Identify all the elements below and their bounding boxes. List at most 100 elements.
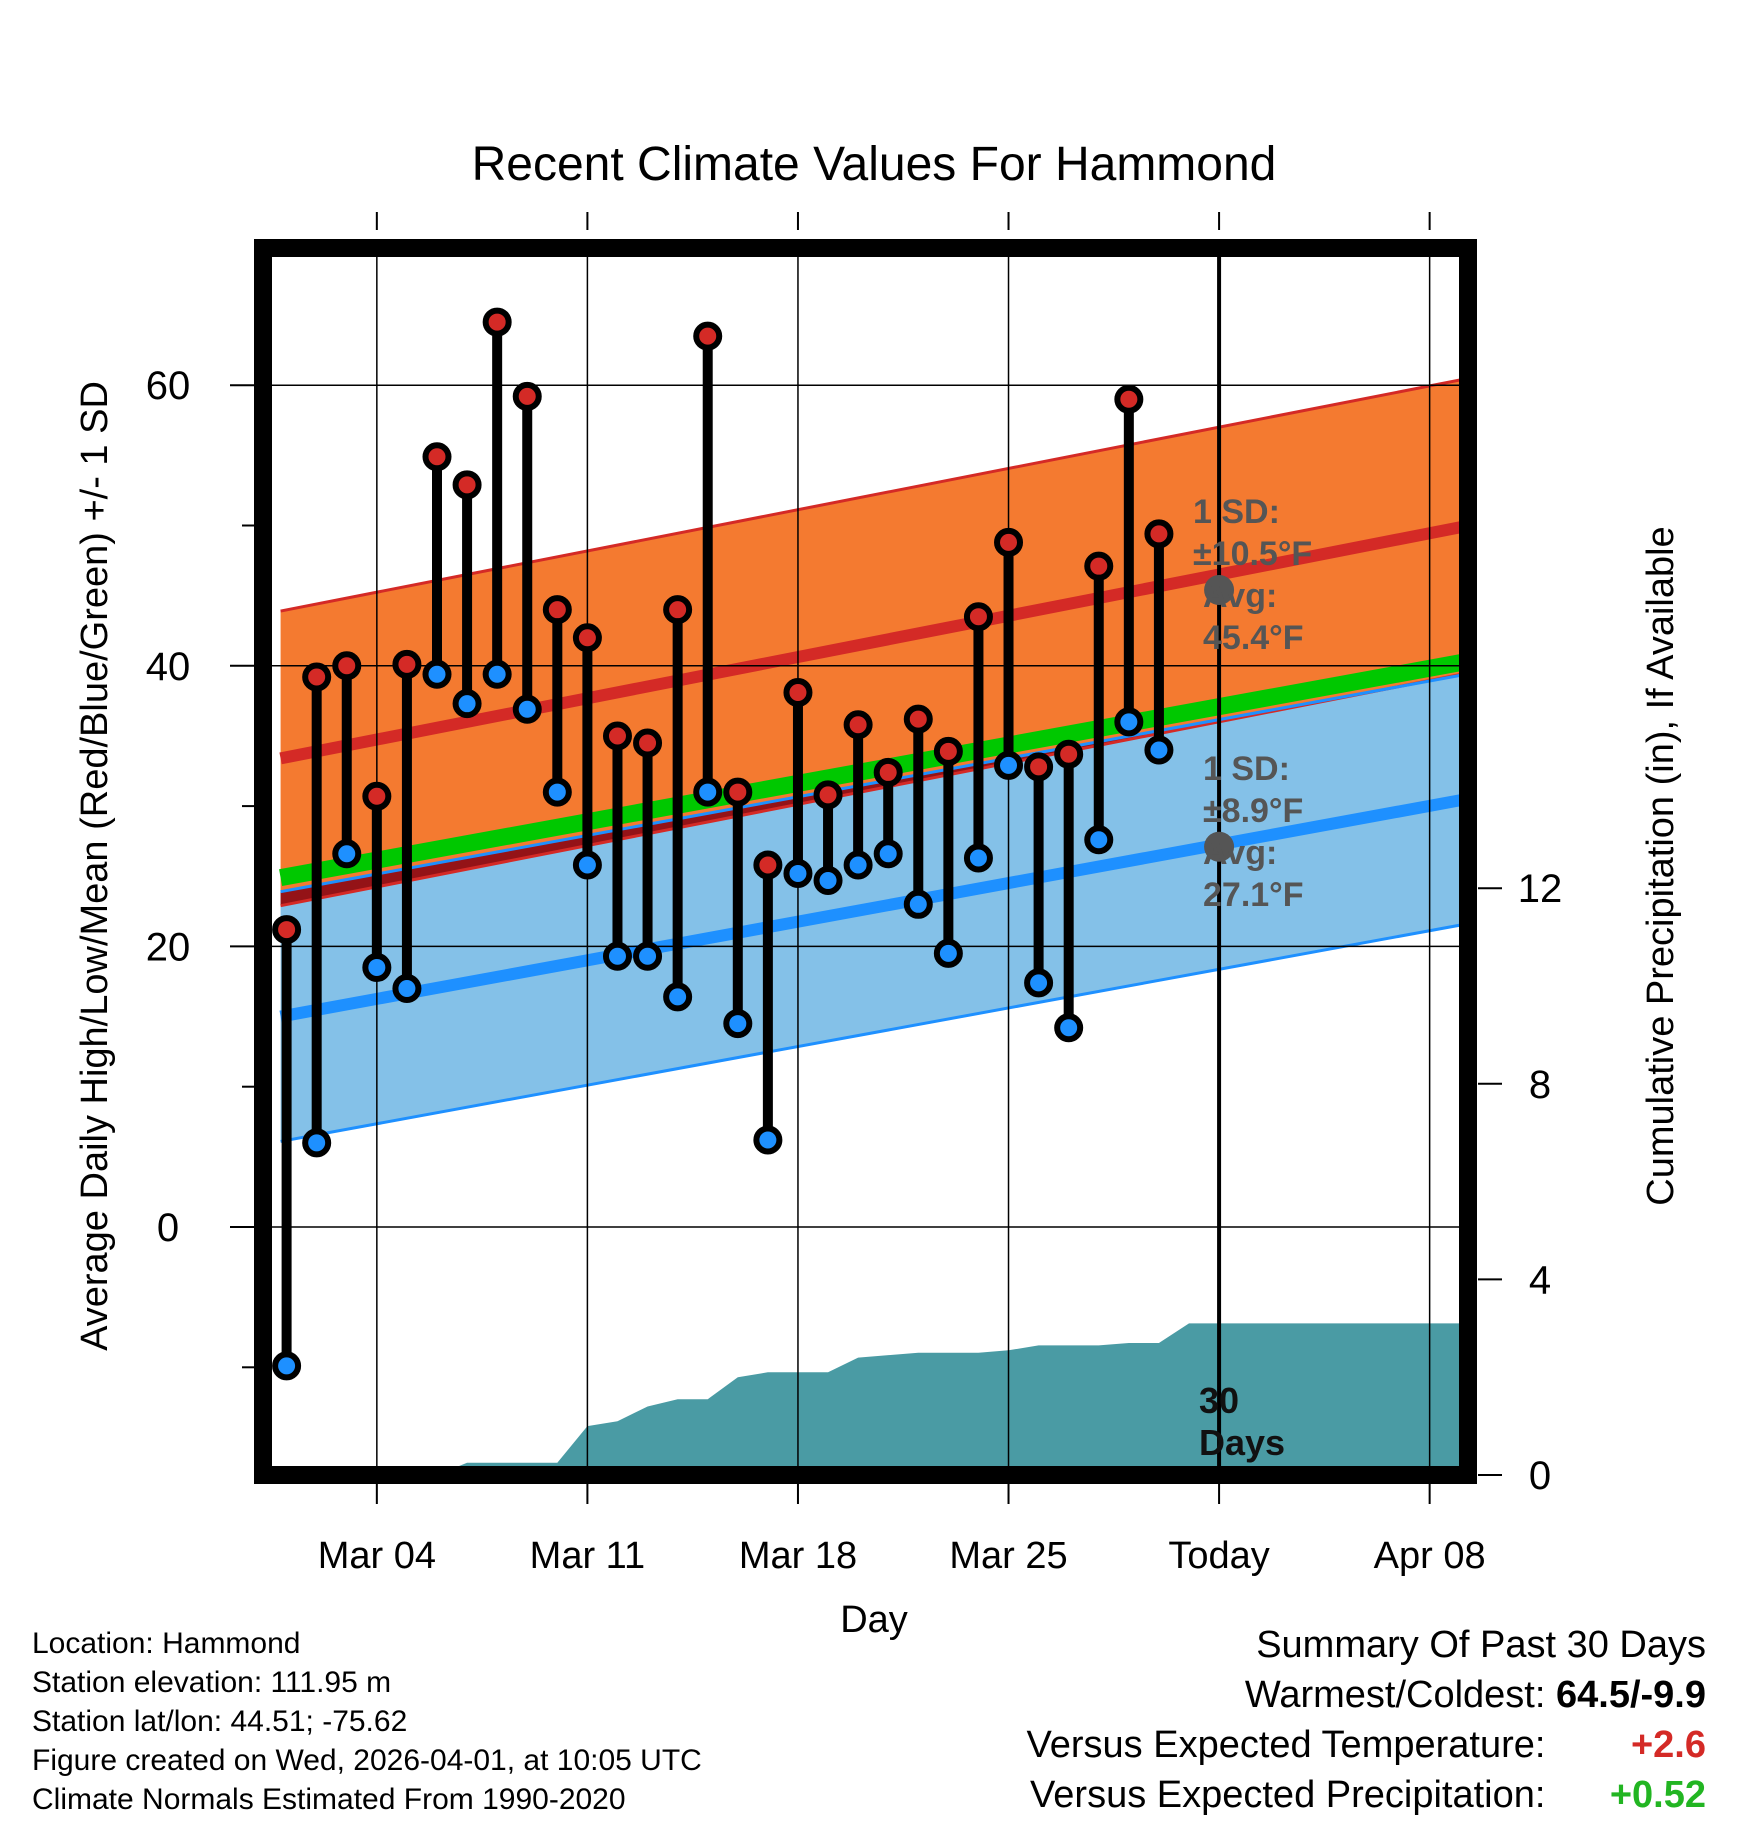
daily-low-point (482, 659, 512, 689)
daily-high-point (933, 736, 963, 766)
daily-low-point (723, 1009, 753, 1039)
daily-high-point (272, 915, 302, 945)
daily-high-point (1084, 551, 1114, 581)
daily-high-point (602, 721, 632, 751)
low-sd-label: 1 SD: (1203, 750, 1290, 788)
daily-high-point (572, 623, 602, 653)
daily-low-point (422, 659, 452, 689)
daily-low-point (1084, 825, 1114, 855)
daily-high-point (843, 710, 873, 740)
today-normal-high-marker (1204, 575, 1235, 606)
low-avg-label: Avg: (1203, 834, 1277, 872)
x-tick-label: Mar 04 (318, 1535, 436, 1577)
daily-low-point (994, 750, 1024, 780)
plot-area: 1 SD: ±10.5°F Avg: 45.4°F 1 SD: ±8.9°F Avg: 27.… (263, 248, 1468, 1475)
daily-high-point (512, 381, 542, 411)
daily-high-point (963, 602, 993, 632)
y-tick-label-right: 4 (1529, 1258, 1551, 1302)
daily-high-point (362, 781, 392, 811)
daily-low-point (663, 982, 693, 1012)
latlon-text: Station lat/lon: 44.51; -75.62 (32, 1705, 408, 1738)
daily-low-point (903, 889, 933, 919)
daily-high-point (873, 757, 903, 787)
daily-high-point (753, 850, 783, 880)
daily-high-point (994, 527, 1024, 557)
summary-panel: Summary Of Past 30 Days Warmest/Coldest:… (1027, 1620, 1706, 1820)
daily-low-point (933, 938, 963, 968)
daily-high-point (422, 442, 452, 472)
daily-low-point (843, 850, 873, 880)
low-sd-value: ±8.9°F (1203, 792, 1303, 830)
daily-low-point (572, 850, 602, 880)
daily-high-point (392, 649, 422, 679)
daily-low-point (452, 689, 482, 719)
summary-temp-row: Versus Expected Temperature: +2.6 (1027, 1720, 1706, 1770)
window-days-label: Days (1199, 1422, 1285, 1463)
daily-low-point (602, 941, 632, 971)
daily-low-point (873, 839, 903, 869)
high-sd-label: 1 SD: (1193, 493, 1280, 531)
high-sd-value: ±10.5°F (1193, 535, 1312, 573)
low-avg-value: 27.1°F (1203, 876, 1304, 914)
y-tick-label-right: 8 (1529, 1063, 1551, 1107)
daily-high-point (1114, 384, 1144, 414)
daily-low-point (1054, 1013, 1084, 1043)
daily-high-point (542, 595, 572, 625)
daily-low-point (272, 1351, 302, 1381)
daily-low-point (1114, 707, 1144, 737)
x-tick-label: Apr 08 (1374, 1535, 1486, 1577)
x-tick-label: Mar 11 (530, 1535, 645, 1577)
daily-high-point (813, 780, 843, 810)
daily-high-point (1024, 752, 1054, 782)
daily-low-point (392, 973, 422, 1003)
daily-high-point (663, 595, 693, 625)
high-avg-label: Avg: (1203, 577, 1277, 615)
daily-low-point (302, 1128, 332, 1158)
daily-low-point (963, 843, 993, 873)
y-axis-label-left: Average Daily High/Low/Mean (Red/Blue/Gr… (74, 381, 116, 1351)
high-avg-value: 45.4°F (1203, 619, 1304, 657)
temp-label: Versus Expected Temperature: (1026, 1724, 1546, 1766)
summary-title: Summary Of Past 30 Days (1256, 1624, 1706, 1666)
daily-high-point (633, 728, 663, 758)
y-tick-label-left: 40 (146, 645, 191, 689)
daily-high-point (1054, 739, 1084, 769)
summary-warm-cold-row: Warmest/Coldest: 64.5/-9.9 (1027, 1670, 1706, 1720)
precip-value: +0.52 (1609, 1774, 1706, 1816)
daily-low-point (542, 777, 572, 807)
normal-high-line (279, 519, 1468, 765)
temp-value: +2.6 (1630, 1724, 1706, 1766)
daily-low-point (512, 694, 542, 724)
normals-text: Climate Normals Estimated From 1990-2020 (32, 1783, 626, 1816)
daily-high-point (302, 662, 332, 692)
y-tick-label-right: 0 (1529, 1454, 1551, 1498)
x-tick-label: Mar 25 (949, 1535, 1067, 1577)
daily-low-point (813, 865, 843, 895)
daily-low-point (362, 952, 392, 982)
daily-high-point (1144, 519, 1174, 549)
precip-label: Versus Expected Precipitation: (1030, 1774, 1546, 1816)
low-lower-edge (280, 922, 1468, 1143)
window-days-number: 30 (1199, 1380, 1239, 1421)
daily-high-point (332, 651, 362, 681)
summary-precip-row: Versus Expected Precipitation: +0.52 (1027, 1770, 1706, 1820)
precipitation-area (286, 1323, 1468, 1475)
elevation-text: Station elevation: 111.95 m (32, 1666, 392, 1699)
daily-high-point (693, 321, 723, 351)
daily-low-point (332, 839, 362, 869)
daily-low-point (633, 941, 663, 971)
warm-cold-label: Warmest/Coldest: (1244, 1674, 1546, 1716)
daily-low-point (1024, 968, 1054, 998)
daily-low-point (783, 858, 813, 888)
daily-high-point (452, 470, 482, 500)
x-axis-label: Day (840, 1599, 908, 1641)
daily-high-point (723, 777, 753, 807)
chart-title: Recent Climate Values For Hammond (472, 138, 1277, 191)
y-axis-label-right: Cumulative Precipitation (in), If Availa… (1640, 526, 1682, 1205)
y-tick-label-left: 20 (146, 925, 191, 969)
y-tick-label-left: 60 (146, 364, 191, 408)
created-text: Figure created on Wed, 2026-04-01, at 10… (32, 1744, 702, 1777)
y-tick-label-left: 0 (157, 1206, 179, 1250)
plot-frame (254, 239, 1477, 1484)
